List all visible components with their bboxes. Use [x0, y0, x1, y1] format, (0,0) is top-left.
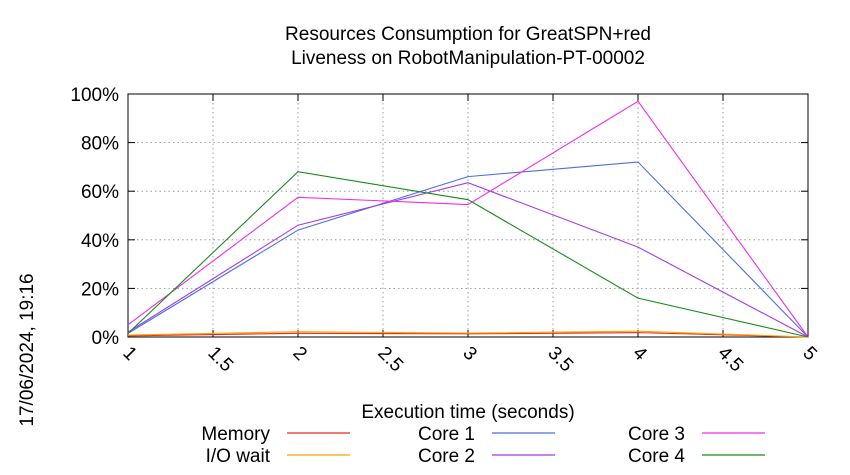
x-tick-label: 2 [288, 343, 310, 365]
legend-entry: Memory [201, 424, 350, 445]
legend-entry: Core 1 [418, 424, 555, 445]
legend-label: Memory [201, 424, 270, 445]
series-line-core-2 [127, 182, 809, 338]
x-tick-label: 1.5 [203, 343, 237, 377]
series-line-memory [127, 332, 809, 338]
y-tick-label: 60% [81, 182, 119, 203]
grid [127, 93, 809, 338]
legend-label: Core 4 [628, 446, 685, 467]
x-tick-label: 2.5 [373, 343, 407, 377]
series-line-core-4 [127, 171, 809, 338]
x-tick-label: 3 [458, 343, 480, 365]
legend-entry: Core 3 [628, 424, 765, 445]
legend-label: I/O wait [206, 446, 271, 467]
legend-entry: I/O wait [206, 446, 350, 467]
chart-title-line-2: Liveness on RobotManipulation-PT-00002 [291, 48, 645, 69]
series-line-i-o-wait [127, 330, 809, 338]
series-line-core-1 [127, 161, 809, 338]
y-tick-label: 80% [81, 134, 119, 155]
y-tick-label: 40% [81, 231, 119, 252]
legend-label: Core 1 [418, 424, 475, 445]
timestamp: 17/06/2024, 19:16 [17, 273, 38, 426]
x-tick-label: 1 [118, 343, 140, 365]
series-line-core-3 [127, 100, 809, 338]
x-axis-label: Execution time (seconds) [361, 402, 574, 423]
y-tick-label: 20% [81, 279, 119, 300]
x-tick-label: 5 [798, 343, 820, 365]
legend-label: Core 2 [418, 446, 475, 467]
y-tick-label: 100% [70, 85, 119, 106]
y-tick-label: 0% [92, 328, 120, 349]
series-lines [127, 100, 809, 338]
x-tick-label: 4.5 [713, 343, 747, 377]
x-tick-label: 3.5 [543, 343, 577, 377]
legend-entry: Core 2 [418, 446, 555, 467]
legend-entry: Core 4 [628, 446, 765, 467]
chart-title-line-1: Resources Consumption for GreatSPN+red [285, 24, 651, 45]
legend-label: Core 3 [628, 424, 685, 445]
x-tick-label: 4 [628, 343, 651, 366]
plot-border [127, 93, 809, 338]
